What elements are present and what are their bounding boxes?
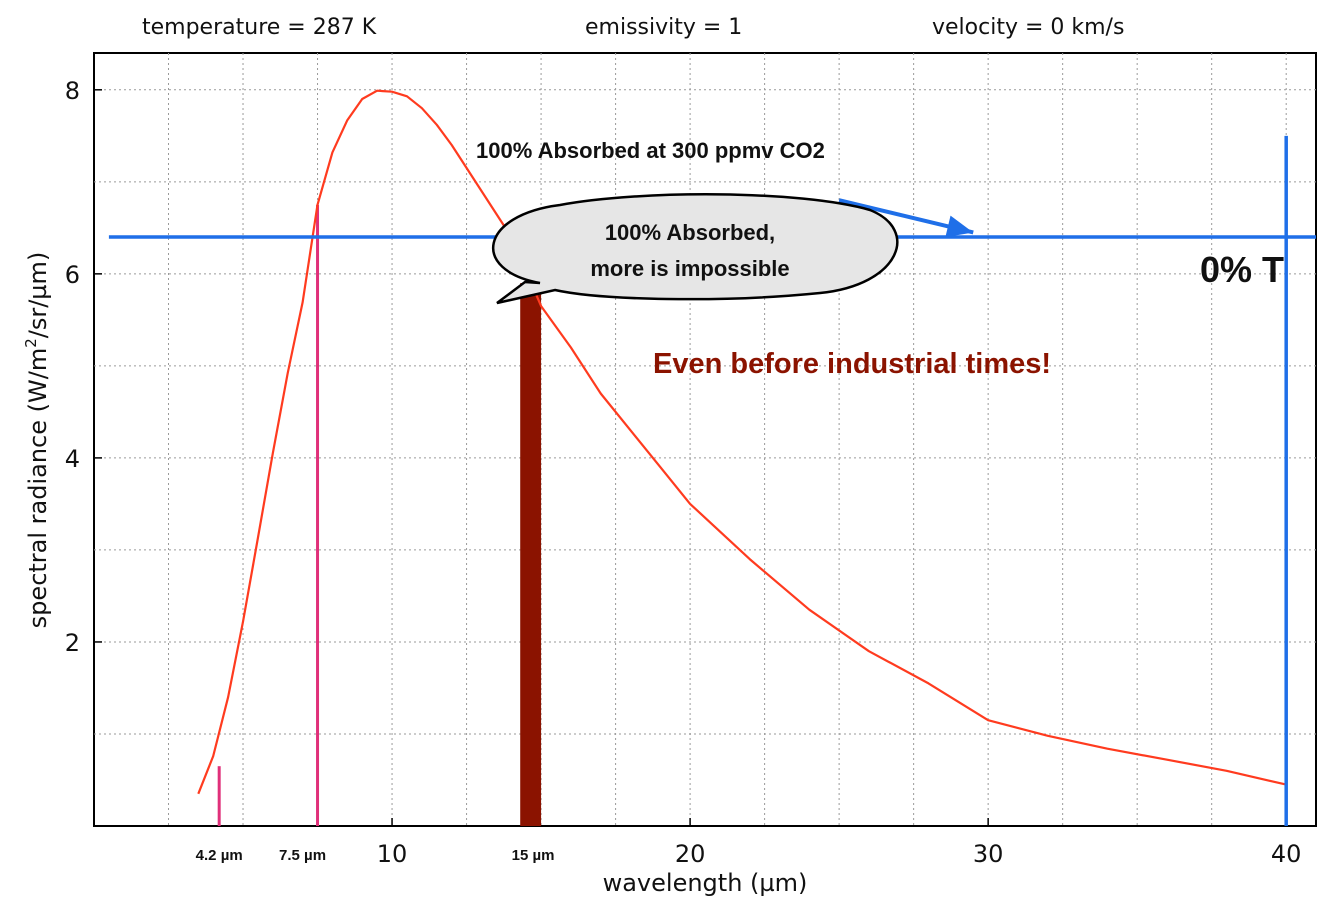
y-tick-label: 8: [65, 77, 80, 105]
speech-bubble: 100% Absorbed, more is impossible: [492, 193, 899, 305]
x-tick-label: 10: [377, 840, 408, 868]
bubble-line-1: 100% Absorbed,: [605, 220, 775, 245]
x-tick-label: 40: [1271, 840, 1302, 868]
radiance-curve: [197, 89, 1287, 795]
co2-15um-band: [520, 283, 542, 826]
absorbed-300-ppmv-label: 100% Absorbed at 300 ppmv CO2: [476, 138, 825, 163]
y-tick-label: 2: [65, 629, 80, 657]
header-emissivity: emissivity = 1: [585, 15, 742, 40]
x-axis-label: wavelength (µm): [603, 869, 808, 897]
grid-lines: [94, 53, 1316, 826]
header-temperature: temperature = 287 K: [142, 15, 377, 40]
x-tick-label: 20: [675, 840, 706, 868]
zero-transmission-label: 0% T: [1200, 249, 1284, 290]
y-tick-label: 6: [65, 261, 80, 289]
annotation-arrow-head: [945, 215, 974, 238]
x-wavelength-label: 7.5 µm: [279, 847, 326, 864]
speech-bubble-shape: [492, 193, 899, 305]
y-tick-label: 4: [65, 445, 80, 473]
plot-frame: [93, 52, 1317, 827]
y-axis-label-superscript: 2: [22, 338, 40, 348]
x-tick-label: 30: [973, 840, 1004, 868]
y-axis-ticks: 2 4 6 8: [65, 77, 102, 657]
header-velocity: velocity = 0 km/s: [932, 15, 1124, 40]
industrial-times-label: Even before industrial times!: [653, 348, 1051, 380]
x-wavelength-label: 4.2 µm: [196, 847, 243, 864]
y-axis-label: spectral radiance (W/m2/sr/µm): [22, 252, 52, 629]
x-axis-wavelength-labels: 4.2 µm 7.5 µm 15 µm: [196, 847, 555, 864]
x-axis-ticks: 10 20 30 40: [377, 818, 1302, 868]
x-wavelength-label: 15 µm: [512, 847, 555, 864]
bubble-line-2: more is impossible: [590, 256, 789, 281]
